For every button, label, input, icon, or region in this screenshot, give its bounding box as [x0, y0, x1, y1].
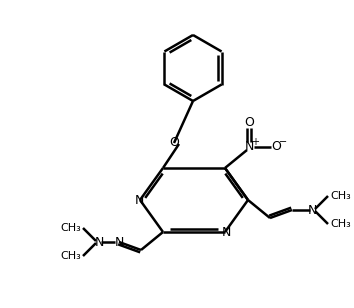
Text: N: N [134, 193, 144, 206]
Text: −: − [279, 137, 287, 147]
Text: N: N [114, 236, 124, 249]
Text: N: N [307, 204, 317, 217]
Text: O: O [244, 116, 254, 129]
Text: +: + [251, 137, 259, 147]
Text: CH₃: CH₃ [60, 251, 81, 261]
Text: CH₃: CH₃ [60, 223, 81, 233]
Text: N: N [94, 236, 104, 249]
Text: N: N [221, 225, 231, 238]
Text: N: N [244, 140, 254, 153]
Text: O: O [271, 140, 281, 153]
Text: CH₃: CH₃ [330, 219, 351, 229]
Text: O: O [169, 136, 179, 149]
Text: CH₃: CH₃ [330, 191, 351, 201]
